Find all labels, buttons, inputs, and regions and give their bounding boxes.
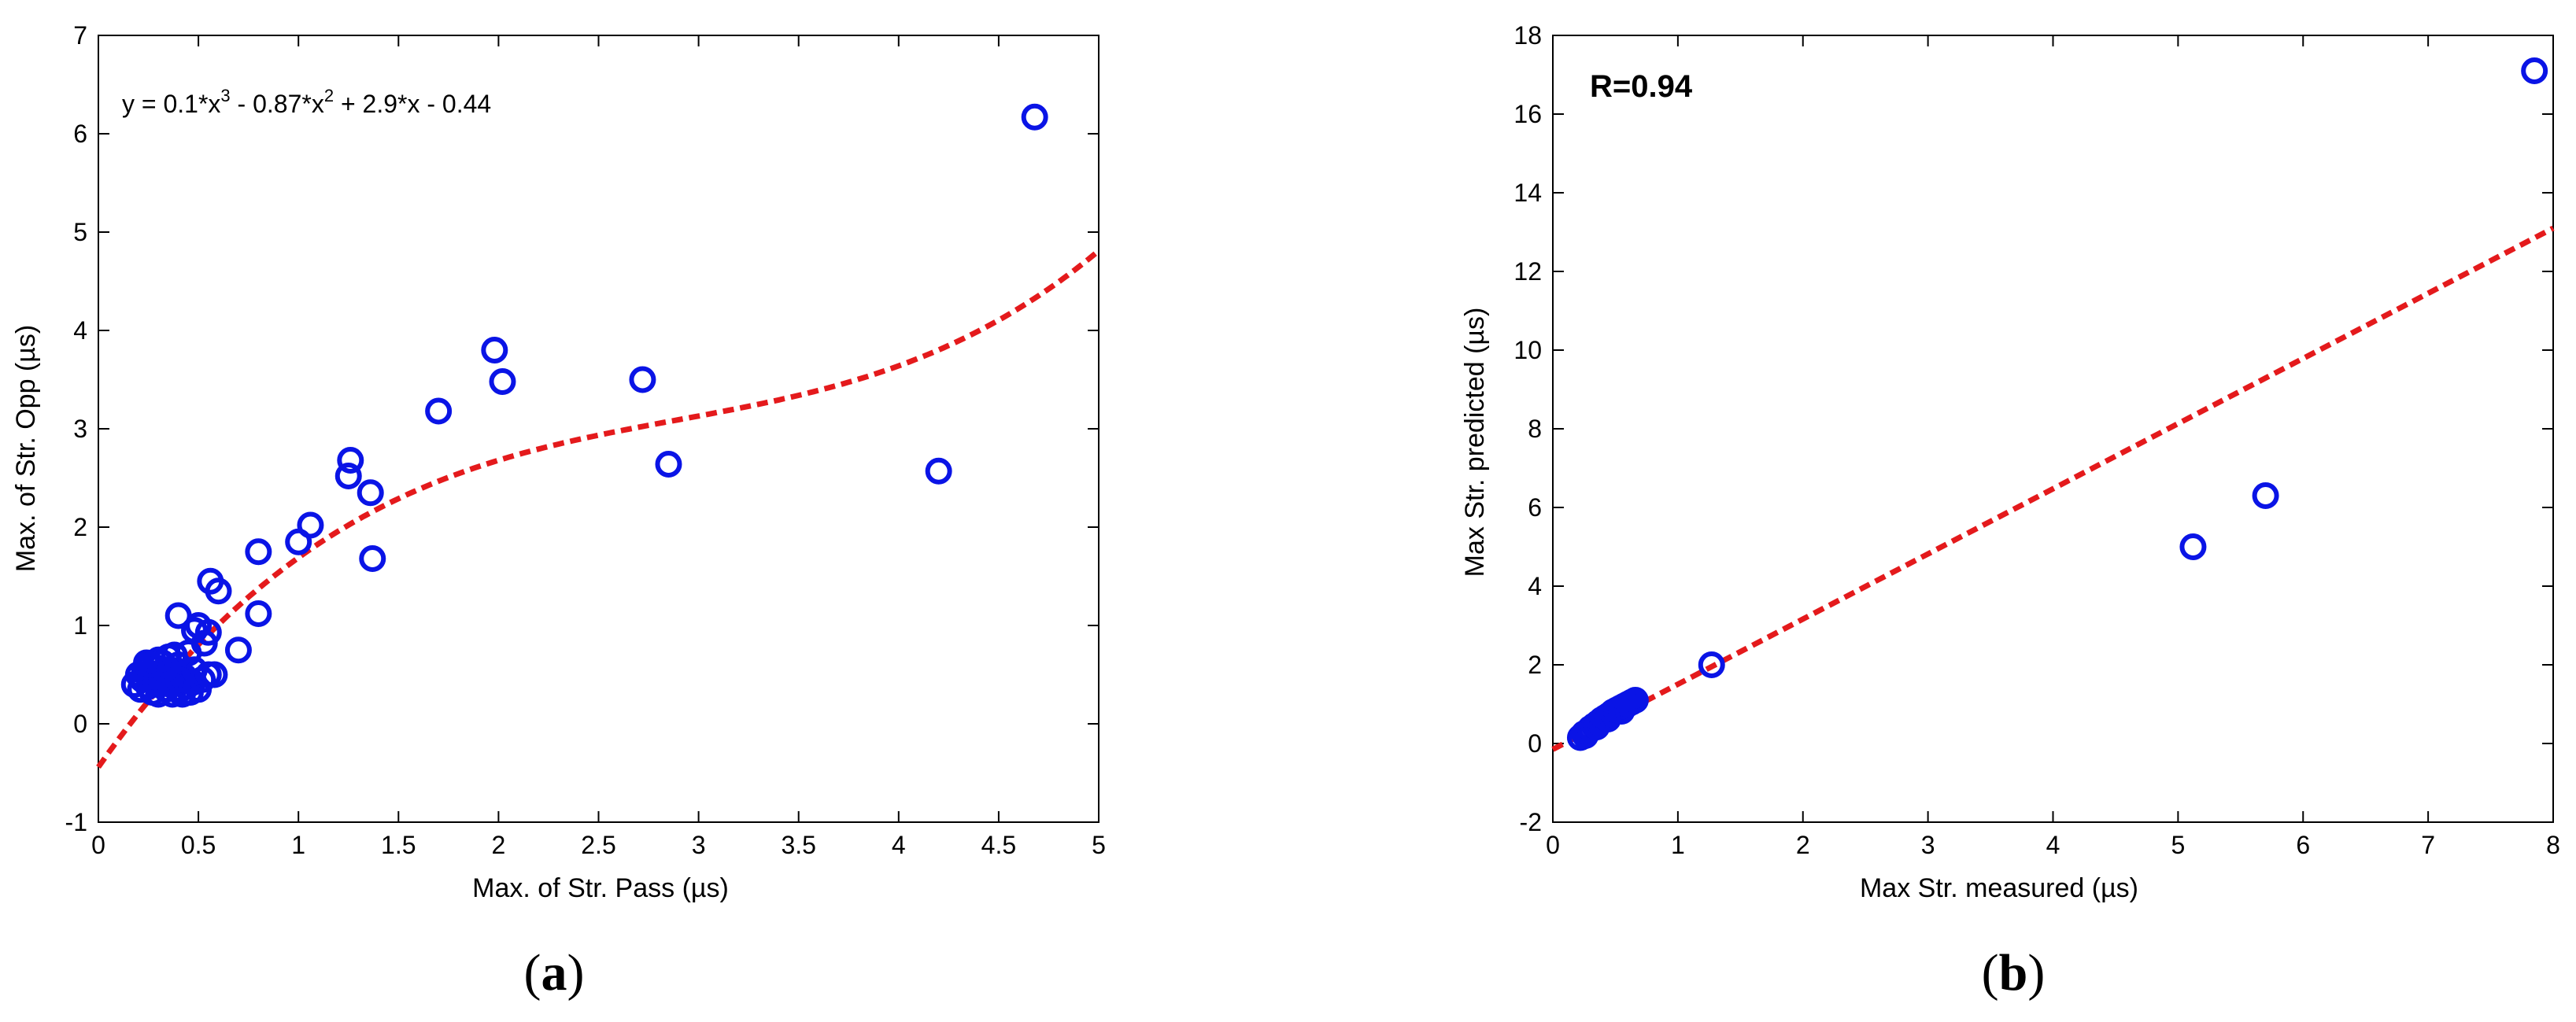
data-point [201, 661, 228, 688]
x-tick-label: 2 [1796, 831, 1810, 859]
y-axis-label-a: Max. of Str. Opp (µs) [11, 325, 41, 572]
data-point [137, 651, 164, 678]
data-point [489, 368, 516, 395]
y-tick-label: 12 [1513, 257, 1542, 286]
x-tick-label: 3 [1921, 831, 1935, 859]
data-point [245, 538, 272, 566]
data-point [194, 618, 222, 646]
y-tick-label: 10 [1513, 336, 1542, 364]
y-tick-label: 2 [73, 513, 87, 541]
y-tick-label: -2 [1520, 808, 1542, 836]
y-tick-label: 14 [1513, 179, 1542, 207]
x-tick-label: 4.5 [981, 831, 1016, 859]
x-tick-label: 2.5 [581, 831, 615, 859]
data-point [425, 397, 453, 425]
y-tick-label: 5 [73, 218, 87, 246]
data-point [297, 511, 324, 539]
data-point [1698, 651, 1725, 678]
data-points-b [1566, 57, 2548, 751]
y-tick-label: 0 [1528, 729, 1542, 758]
y-tick-label: 6 [73, 120, 87, 148]
x-tick-label: 3 [692, 831, 706, 859]
data-point [2179, 533, 2207, 560]
fit-equation: y = 0.1*x3 - 0.87*x2 + 2.9*x - 0.44 [122, 86, 491, 118]
x-axis-label-b: Max Str. measured (µs) [1860, 873, 2138, 903]
data-points-a [120, 103, 1048, 708]
data-point [925, 457, 952, 485]
x-tick-label: 3.5 [781, 831, 815, 859]
x-tick-label: 8 [2546, 831, 2560, 859]
x-tick-label: 4 [892, 831, 906, 859]
y-tick-label: 1 [73, 611, 87, 640]
data-point [205, 577, 232, 605]
x-tick-label: 2 [492, 831, 506, 859]
y-tick-label: 3 [73, 415, 87, 443]
x-tick-label: 0.5 [181, 831, 216, 859]
data-point [337, 447, 364, 474]
correlation-label: R=0.94 [1590, 69, 1693, 104]
x-axis-label-a: Max. of Str. Pass (µs) [472, 873, 729, 903]
x-tick-label: 4 [2046, 831, 2060, 859]
data-point [2252, 482, 2279, 509]
x-tick-label: 5 [2171, 831, 2185, 859]
y-tick-label: 4 [1528, 572, 1542, 600]
y-tick-label: -1 [65, 808, 87, 836]
data-point [245, 600, 272, 627]
y-tick-label: 0 [73, 710, 87, 738]
y-tick-label: 8 [1528, 415, 1542, 443]
x-tick-label: 5 [1092, 831, 1106, 859]
y-tick-label: 18 [1513, 21, 1542, 50]
data-point [629, 366, 656, 393]
plot-area-a [98, 35, 1100, 823]
data-point [224, 636, 252, 664]
data-point [2521, 57, 2548, 84]
y-tick-label: 4 [73, 316, 87, 345]
fit-line-b [1551, 225, 2555, 752]
x-tick-label: 7 [2421, 831, 2435, 859]
data-point [334, 463, 362, 489]
x-tick-label: 1.5 [381, 831, 416, 859]
x-tick-label: 0 [91, 831, 105, 859]
y-tick-label: 7 [73, 21, 87, 50]
data-point [181, 617, 209, 644]
x-tick-label: 6 [2296, 831, 2310, 859]
data-point [1608, 698, 1635, 725]
data-point [161, 641, 188, 669]
panel-label-b: (b) [1982, 944, 2046, 1002]
x-tick-label: 1 [1671, 831, 1685, 859]
y-tick-label: 16 [1513, 100, 1542, 128]
x-tick-label: 1 [291, 831, 305, 859]
y-axis-label-b: Max Str. predicted (µs) [1460, 308, 1490, 577]
fit-curve-a [96, 249, 1101, 769]
data-point [655, 451, 682, 478]
y-tick-label: 6 [1528, 493, 1542, 522]
panel-label-a: (a) [524, 944, 585, 1002]
data-point [1021, 103, 1048, 131]
data-point [359, 545, 386, 572]
x-tick-label: 0 [1546, 831, 1560, 859]
plot-area-b [1552, 35, 2554, 823]
data-point [164, 666, 192, 693]
data-point [1594, 706, 1621, 732]
y-tick-label: 2 [1528, 651, 1542, 679]
data-point [481, 337, 508, 363]
data-point [357, 479, 384, 507]
